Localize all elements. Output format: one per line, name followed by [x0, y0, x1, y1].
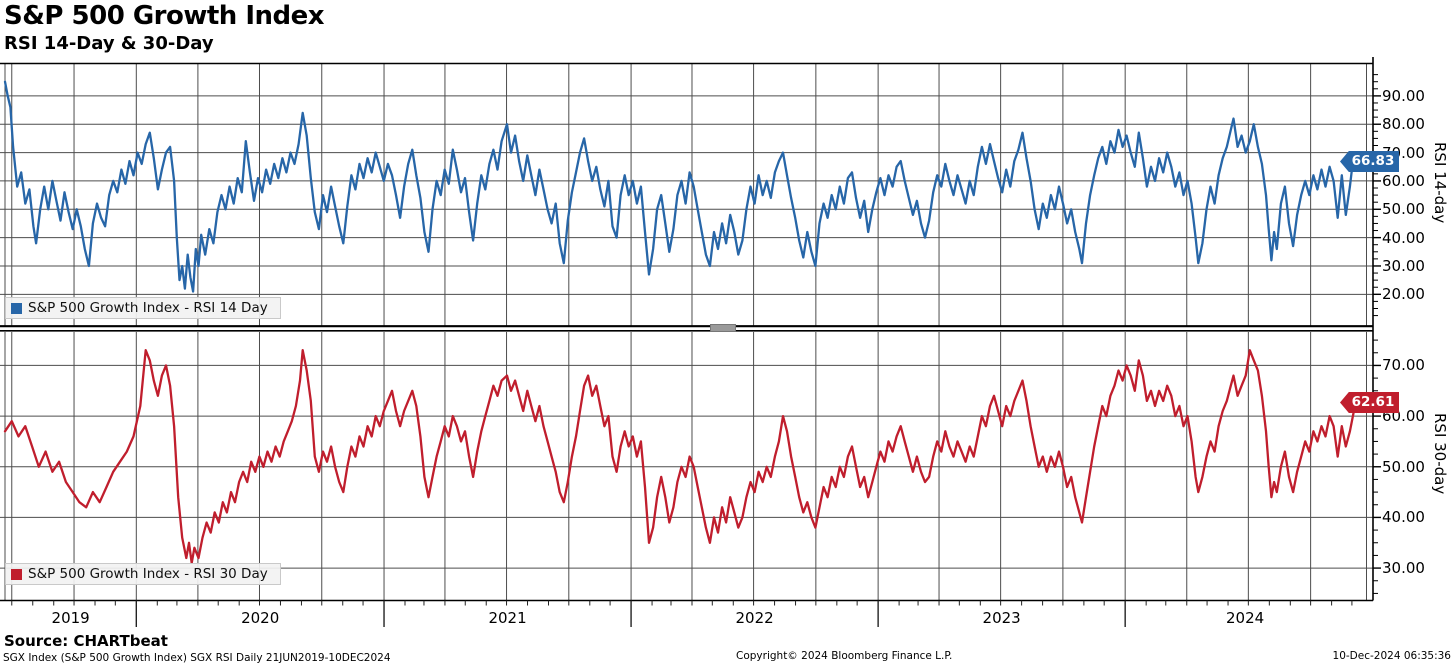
rsi30-last-value-badge: 62.61 — [1340, 392, 1399, 413]
year-label: 2022 — [735, 609, 774, 627]
y-tick-label: 60.00 — [1382, 171, 1425, 190]
y-tick-label: 50.00 — [1382, 457, 1425, 476]
y-tick-label: 40.00 — [1382, 508, 1425, 527]
y-tick-label: 30.00 — [1382, 256, 1425, 275]
legend-rsi30[interactable]: S&P 500 Growth Index - RSI 30 Day — [5, 563, 281, 585]
source-label: Source: CHARTbeat — [4, 632, 168, 650]
year-label: 2020 — [241, 609, 280, 627]
rsi30-legend-swatch-icon — [11, 568, 22, 580]
rsi14-last-value-badge: 66.83 — [1340, 151, 1399, 172]
rsi30-axis-title: RSI 30-day — [1431, 413, 1449, 495]
year-label: 2019 — [51, 609, 90, 627]
ticker-meta-line: SGX Index (S&P 500 Growth Index) SGX RSI… — [3, 652, 391, 664]
y-tick-label: 30.00 — [1382, 559, 1425, 578]
y-tick-label: 70.00 — [1382, 356, 1425, 375]
y-tick-label: 50.00 — [1382, 200, 1425, 219]
legend-rsi14-label: S&P 500 Growth Index - RSI 14 Day — [28, 300, 268, 316]
page-subtitle: RSI 14-Day & 30-Day — [4, 33, 214, 54]
year-label: 2023 — [982, 609, 1021, 627]
copyright-text: Copyright© 2024 Bloomberg Finance L.P. — [736, 650, 953, 662]
rsi30-line-series — [3, 349, 1360, 565]
y-tick-label: 20.00 — [1382, 285, 1425, 304]
rsi14-legend-swatch-icon — [11, 302, 22, 314]
y-tick-label: 40.00 — [1382, 228, 1425, 247]
year-label: 2021 — [488, 609, 527, 627]
legend-rsi30-label: S&P 500 Growth Index - RSI 30 Day — [28, 566, 268, 582]
legend-rsi14[interactable]: S&P 500 Growth Index - RSI 14 Day — [5, 297, 281, 319]
rsi14-line-series — [3, 80, 1360, 293]
year-label: 2024 — [1225, 609, 1265, 627]
timestamp-text: 10-Dec-2024 06:35:36 — [1332, 650, 1451, 662]
rsi14-axis-title: RSI 14-day — [1431, 142, 1449, 224]
panel-resize-handle[interactable] — [710, 324, 736, 332]
y-tick-label: 80.00 — [1382, 115, 1425, 134]
page-title: S&P 500 Growth Index — [4, 1, 325, 31]
y-tick-label: 90.00 — [1382, 86, 1425, 105]
